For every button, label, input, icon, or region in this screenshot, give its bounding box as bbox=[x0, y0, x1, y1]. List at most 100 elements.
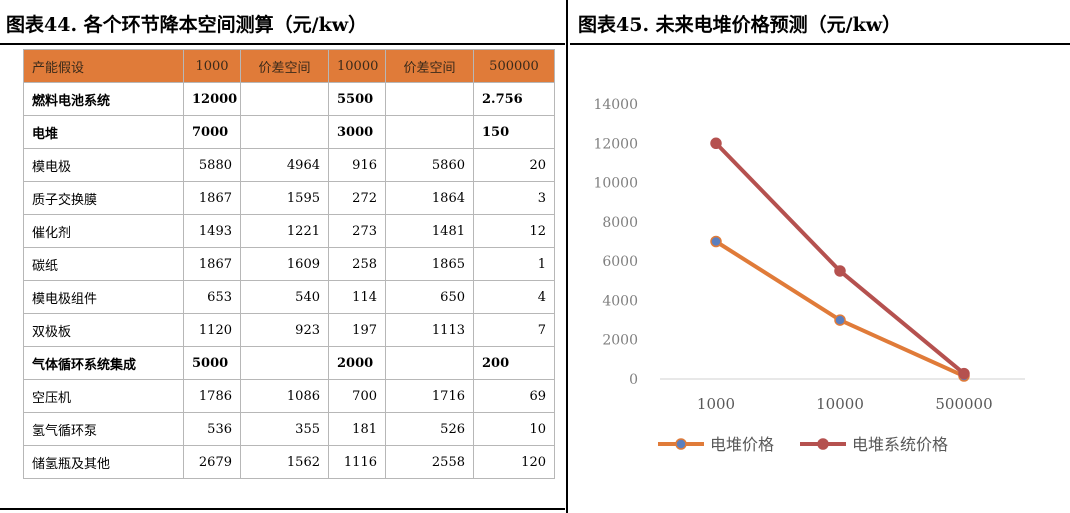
data-point bbox=[710, 137, 722, 150]
table-row: 双极板 1120 923 197 1113 7 bbox=[23, 313, 555, 347]
y-tick-label: 14000 bbox=[593, 97, 638, 113]
chart-title-divider bbox=[570, 43, 1070, 45]
table-cell: 272 bbox=[328, 181, 386, 215]
table-header-cell: 产能假设 bbox=[23, 49, 184, 83]
bottom-divider bbox=[0, 508, 565, 510]
row-label: 储氢瓶及其他 bbox=[23, 445, 184, 479]
table-cell: 526 bbox=[385, 412, 474, 446]
table-cell: 197 bbox=[328, 313, 386, 347]
chart-legend: 电堆价格 电堆系统价格 bbox=[658, 435, 948, 454]
panel-separator bbox=[566, 0, 568, 513]
table-cell: 150 bbox=[473, 115, 555, 149]
x-tick-label: 1000 bbox=[697, 395, 735, 413]
x-tick-label: 10000 bbox=[816, 395, 864, 413]
table-cell: 1116 bbox=[328, 445, 386, 479]
table-figure-title: 图表44. 各个环节降本空间测算（元/kw） bbox=[6, 14, 368, 36]
y-tick-label: 12000 bbox=[593, 136, 638, 152]
table-row: 碳纸 1867 1609 258 1865 1 bbox=[23, 247, 555, 281]
table-cell: 2.756 bbox=[473, 82, 555, 116]
row-label: 催化剂 bbox=[23, 214, 184, 248]
series-line bbox=[714, 239, 965, 378]
chart-figure-title: 图表45. 未来电堆价格预测（元/kw） bbox=[578, 14, 902, 36]
y-tick-label: 2000 bbox=[602, 333, 638, 349]
table-row: 电堆 7000 3000 150 bbox=[23, 115, 555, 149]
table-cell: 7000 bbox=[183, 115, 241, 149]
table-cell: 1086 bbox=[240, 379, 329, 413]
data-point bbox=[834, 265, 846, 277]
table-cell: 1481 bbox=[385, 214, 474, 248]
legend-marker bbox=[675, 438, 687, 450]
table-cell: 1 bbox=[473, 247, 555, 281]
table-cell: 5000 bbox=[183, 346, 241, 380]
table-cell: 1867 bbox=[183, 247, 241, 281]
table-cell: 916 bbox=[328, 148, 386, 182]
table-cell: 1609 bbox=[240, 247, 329, 281]
x-tick-label: 500000 bbox=[935, 395, 992, 413]
table-row: 模电极组件 653 540 114 650 4 bbox=[23, 280, 555, 314]
row-label: 碳纸 bbox=[23, 247, 184, 281]
table-cell: 4964 bbox=[240, 148, 329, 182]
row-label: 空压机 bbox=[23, 379, 184, 413]
table-cell bbox=[385, 346, 474, 380]
table-cell: 2679 bbox=[183, 445, 241, 479]
data-point bbox=[710, 235, 722, 248]
table-cell: 5880 bbox=[183, 148, 241, 182]
legend-marker bbox=[817, 438, 829, 450]
table-cell: 1562 bbox=[240, 445, 329, 479]
table-cell: 200 bbox=[473, 346, 555, 380]
table-cell: 20 bbox=[473, 148, 555, 182]
y-axis: 0 2000 4000 6000 8000 10000 12000 14000 bbox=[593, 97, 1025, 388]
table-cell: 5860 bbox=[385, 148, 474, 182]
table-cell: 7 bbox=[473, 313, 555, 347]
right-panel: 图表45. 未来电堆价格预测（元/kw） 0 2000 4000 6000 8000 10… bbox=[570, 0, 1070, 513]
table-row: 模电极 5880 4964 916 5860 20 bbox=[23, 148, 555, 182]
y-tick-label: 4000 bbox=[602, 293, 638, 309]
table-cell: 114 bbox=[328, 280, 386, 314]
table-row: 催化剂 1493 1221 273 1481 12 bbox=[23, 214, 555, 248]
table-cell bbox=[385, 115, 474, 149]
legend-label: 电堆价格 bbox=[710, 435, 774, 454]
legend-label: 电堆系统价格 bbox=[852, 435, 948, 454]
table-row: 质子交换膜 1867 1595 272 1864 3 bbox=[23, 181, 555, 215]
x-axis: 1000 10000 500000 bbox=[697, 395, 993, 413]
table-header-cell: 价差空间 bbox=[240, 49, 329, 83]
table-cell: 653 bbox=[183, 280, 241, 314]
table-cell bbox=[385, 82, 474, 116]
y-tick-label: 10000 bbox=[593, 176, 638, 192]
table-header-cell: 价差空间 bbox=[385, 49, 474, 83]
table-cell: 5500 bbox=[328, 82, 386, 116]
table-cell: 10 bbox=[473, 412, 555, 446]
table-cell: 1120 bbox=[183, 313, 241, 347]
table-cell: 540 bbox=[240, 280, 329, 314]
data-point bbox=[958, 367, 970, 380]
table-cell: 1864 bbox=[385, 181, 474, 215]
table-header-cell: 10000 bbox=[328, 49, 386, 83]
table-cell: 2558 bbox=[385, 445, 474, 479]
table-header-cell: 1000 bbox=[183, 49, 241, 83]
table-row: 气体循环系统集成 5000 2000 200 bbox=[23, 346, 555, 380]
table-cell: 69 bbox=[473, 379, 555, 413]
table-cell: 1786 bbox=[183, 379, 241, 413]
table-cell: 3 bbox=[473, 181, 555, 215]
y-tick-label: 8000 bbox=[602, 215, 638, 231]
table-cell bbox=[240, 115, 329, 149]
table-cell: 1867 bbox=[183, 181, 241, 215]
table-cell: 1493 bbox=[183, 214, 241, 248]
table-cell: 536 bbox=[183, 412, 241, 446]
table-body: 燃料电池系统 12000 5500 2.756 电堆 7000 3000 150 模电极 5880… bbox=[23, 82, 555, 479]
table-cell: 1221 bbox=[240, 214, 329, 248]
table-cell: 1595 bbox=[240, 181, 329, 215]
row-label: 模电极组件 bbox=[23, 280, 184, 314]
y-tick-label: 0 bbox=[629, 372, 638, 388]
table-cell: 4 bbox=[473, 280, 555, 314]
table-cell: 3000 bbox=[328, 115, 386, 149]
data-point bbox=[834, 314, 846, 326]
table-cell bbox=[240, 346, 329, 380]
table-cell: 2000 bbox=[328, 346, 386, 380]
row-label: 气体循环系统集成 bbox=[23, 346, 184, 380]
table-cell: 923 bbox=[240, 313, 329, 347]
table-cell: 273 bbox=[328, 214, 386, 248]
table-cell: 1113 bbox=[385, 313, 474, 347]
table-cell: 181 bbox=[328, 412, 386, 446]
